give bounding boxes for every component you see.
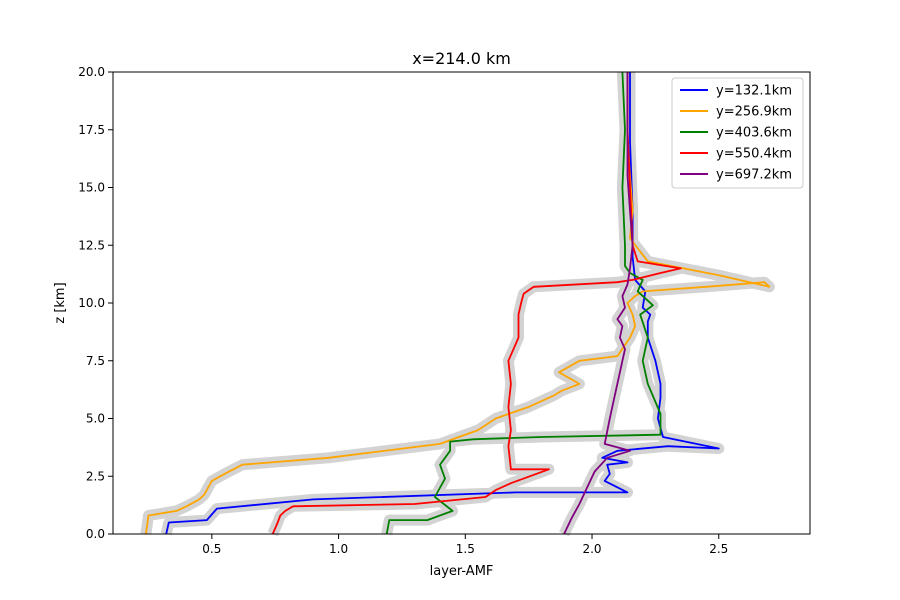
y-tick-label: 7.5 (86, 354, 105, 368)
y-tick-label: 10.0 (78, 296, 105, 310)
series-line-y-697-2km (563, 72, 634, 535)
y-tick-label: 17.5 (78, 123, 105, 137)
x-tick-label: 1.5 (456, 542, 475, 556)
series-line-y-550-4km (271, 72, 682, 535)
y-axis-label: z [km] (53, 282, 68, 323)
y-tick-label: 20.0 (78, 65, 105, 79)
y-axis-ticks: 0.0 2.5 5.0 7.5 10.0 12.5 15.0 17.5 20.0 (78, 65, 113, 541)
y-tick-label: 0.0 (86, 527, 105, 541)
series-line-y-132-1km (165, 72, 720, 535)
legend-label: y=550.4km (716, 147, 792, 162)
x-tick-label: 2.5 (709, 542, 728, 556)
legend-label: y=132.1km (716, 84, 792, 99)
y-tick-label: 12.5 (78, 238, 105, 252)
chart-title: x=214.0 km (412, 49, 511, 68)
x-axis-ticks: 0.5 1.0 1.5 2.0 2.5 (202, 534, 728, 556)
series-line-y-403-6km (385, 71, 662, 535)
legend-label: y=256.9km (716, 105, 792, 120)
x-tick-label: 1.0 (329, 542, 348, 556)
series-lines (145, 71, 771, 535)
legend-box (671, 77, 804, 189)
y-tick-label: 2.5 (86, 469, 105, 483)
series-line-y-256-9km (145, 72, 771, 535)
y-tick-label: 5.0 (86, 412, 105, 426)
x-tick-label: 0.5 (202, 542, 221, 556)
legend: y=132.1km y=256.9km y=403.6km y=550.4km y=69… (671, 77, 804, 189)
x-tick-label: 2.0 (582, 542, 601, 556)
legend-label: y=403.6km (716, 126, 792, 141)
y-tick-label: 15.0 (78, 181, 105, 195)
x-axis-label: layer-AMF (430, 564, 494, 579)
legend-label: y=697.2km (716, 168, 792, 183)
